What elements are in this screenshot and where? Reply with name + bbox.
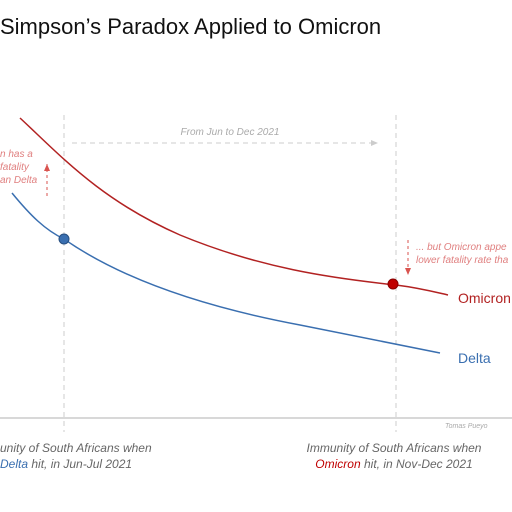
left-note: n has a [0, 149, 33, 160]
omicron-label: Omicron [458, 290, 511, 306]
credit: Tomas Pueyo [445, 423, 488, 430]
right-note: ... but Omicron appe [416, 242, 507, 253]
title: Simpson’s Paradox Applied to Omicron [0, 14, 381, 39]
delta-dot [58, 233, 70, 245]
variant: Delta [0, 457, 28, 471]
omicron-curve [19, 117, 449, 296]
left-note: fatality [0, 162, 30, 173]
x-label-left: Delta hit, in Jun-Jul 2021 [0, 457, 132, 471]
delta-label: Delta [458, 350, 491, 366]
x-label-right: Immunity of South Africans when [307, 441, 482, 455]
x-label-rest: hit, in Jun-Jul 2021 [28, 457, 132, 471]
left-note: an Delta [0, 175, 38, 186]
omicron-dot [387, 278, 399, 290]
x-label-rest: hit, in Nov-Dec 2021 [361, 457, 473, 471]
x-label-left: unity of South Africans when [0, 441, 152, 455]
variant: Omicron [315, 457, 361, 471]
delta-curve [11, 192, 441, 354]
right-note: lower fatality rate tha [416, 255, 509, 266]
period-label: From Jun to Dec 2021 [181, 127, 280, 138]
x-label-right: Omicron hit, in Nov-Dec 2021 [315, 457, 472, 471]
